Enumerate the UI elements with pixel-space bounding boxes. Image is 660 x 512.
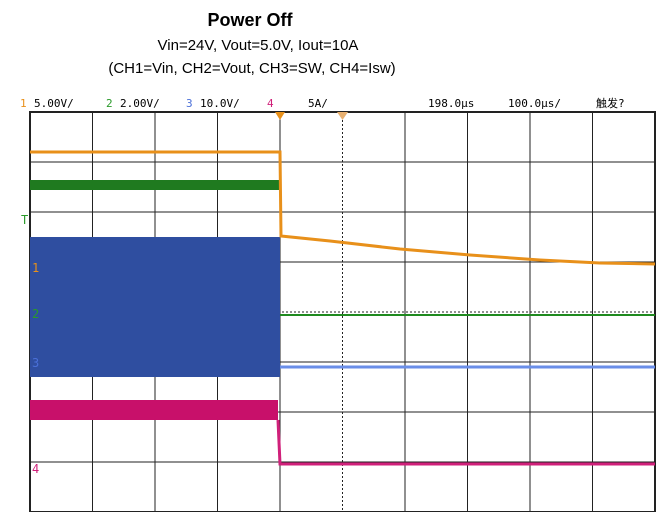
delay: 198.0μs: [428, 97, 474, 110]
trigger-position: [275, 112, 285, 120]
waveforms: [30, 112, 656, 466]
ch4-trace: [276, 419, 655, 466]
channel-markers: T 1 2 3 4: [21, 213, 39, 476]
ch1-label: 1: [20, 97, 27, 110]
channels-note: (CH1=Vin, CH2=Vout, CH3=SW, CH4=Isw): [108, 60, 395, 77]
ch4-scale: 5A/: [308, 97, 328, 110]
ch2-ripple: [30, 180, 280, 190]
ch2-marker: 2: [32, 307, 39, 321]
ch4-label: 4: [267, 97, 274, 110]
title: Power Off: [207, 10, 293, 30]
ch3-label: 3: [186, 97, 193, 110]
trigger-marker: T: [21, 213, 28, 227]
timebase: 100.0μs/: [508, 97, 561, 110]
ch3-marker: 3: [32, 356, 39, 370]
ch1-trace: [30, 150, 656, 266]
ch2-scale: 2.00V/: [120, 97, 160, 110]
ch4-current: [30, 400, 278, 420]
center-marker: [337, 112, 348, 120]
ch1-scale: 5.00V/: [34, 97, 74, 110]
scope-bar: 1 5.00V/ 2 2.00V/ 3 10.0V/ 4 5A/ 198.0μs…: [20, 96, 625, 110]
trigger-status: 触发?: [596, 96, 625, 110]
ch2-label: 2: [106, 97, 113, 110]
ch3-scale: 10.0V/: [200, 97, 240, 110]
ch1-marker: 1: [32, 261, 39, 275]
ch3-switching: [30, 237, 280, 377]
ch4-marker: 4: [32, 462, 39, 476]
subtitle: Vin=24V, Vout=5.0V, Iout=10A: [158, 37, 359, 54]
